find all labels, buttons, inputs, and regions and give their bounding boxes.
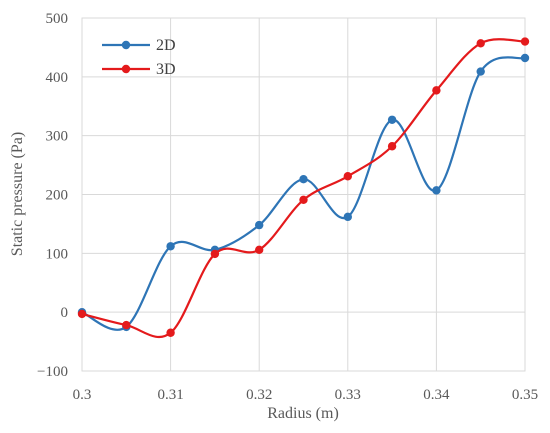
legend-item-3d: 3D [102,61,176,78]
x-tick-label: 0.35 [512,387,538,403]
data-point-3d [299,195,308,204]
series-line-2d [81,56,526,331]
legend-swatch-marker [121,64,131,74]
x-axis-title: Radius (m) [267,405,339,422]
y-tick-label: 500 [46,11,69,27]
y-tick-label: 400 [46,70,69,86]
y-axis-tick-labels: −100 0 100 200 300 400 500 [37,11,68,380]
x-tick-label: 0.32 [246,387,272,403]
data-point-2d [387,115,397,124]
data-point-3d [476,39,485,48]
data-point-2d [432,186,441,195]
data-point-2d [255,220,264,230]
y-axis-title: Static pressure (Pa) [9,132,26,256]
legend-label: 3D [156,61,176,78]
data-point-2d [299,175,308,184]
plot-frame [81,17,526,372]
data-point-3d [520,37,530,46]
data-point-2d [343,212,352,222]
data-point-3d [387,142,397,151]
series-3d [77,37,530,339]
data-point-3d [255,245,264,255]
data-point-3d [343,172,352,181]
data-point-2d [476,67,485,76]
y-tick-label: 100 [46,246,69,262]
series-line-3d [81,38,526,339]
grid-lines [81,17,526,372]
data-point-3d [122,320,131,330]
y-tick-label: 200 [46,188,69,204]
x-tick-label: 0.33 [335,387,361,403]
data-point-3d [166,328,175,337]
plot-area-frame [81,17,526,372]
data-point-3d [77,309,87,319]
x-tick-label: 0.3 [73,387,92,403]
x-axis-tick-labels: 0.3 0.31 0.32 0.33 0.34 0.35 [73,387,539,403]
legend-swatch-marker [121,40,131,50]
series-layer [77,37,530,339]
data-point-2d [520,53,530,63]
y-tick-label: 300 [46,129,69,145]
y-tick-label: 0 [61,305,69,321]
x-tick-label: 0.34 [423,387,450,403]
data-point-3d [210,249,220,259]
data-point-3d [432,86,441,95]
series-2d [77,53,530,332]
legend-item-2d: 2D [102,37,176,54]
x-tick-label: 0.31 [157,387,183,403]
y-tick-label: −100 [37,364,68,380]
data-point-2d [166,242,175,251]
legend-label: 2D [156,37,176,54]
